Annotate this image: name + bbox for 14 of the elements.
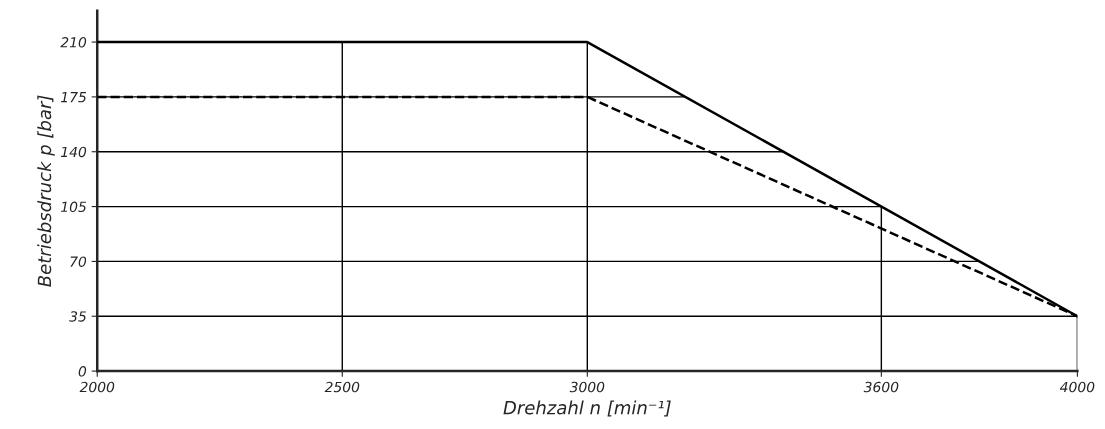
x-tick-label: 2000 xyxy=(79,381,115,393)
y-tick-label: 35 xyxy=(69,311,87,322)
y-tick-label: 0 xyxy=(78,366,87,377)
x-tick-label: 3000 xyxy=(569,381,605,393)
y-tick-label: 210 xyxy=(60,37,87,48)
x-tick-label: 2500 xyxy=(324,381,360,393)
x-tick-label: 4000 xyxy=(1059,381,1095,393)
x-tick-label: 3600 xyxy=(863,381,899,393)
x-axis-title: Drehzahl n [min⁻¹] xyxy=(503,400,671,417)
y-tick-label: 105 xyxy=(60,201,87,213)
y-axis-title: Betriebsdruck p [bar] xyxy=(37,95,55,287)
y-tick-label: 140 xyxy=(60,146,87,158)
y-tick-label: 70 xyxy=(70,256,87,267)
y-tick-label: 175 xyxy=(60,92,87,103)
